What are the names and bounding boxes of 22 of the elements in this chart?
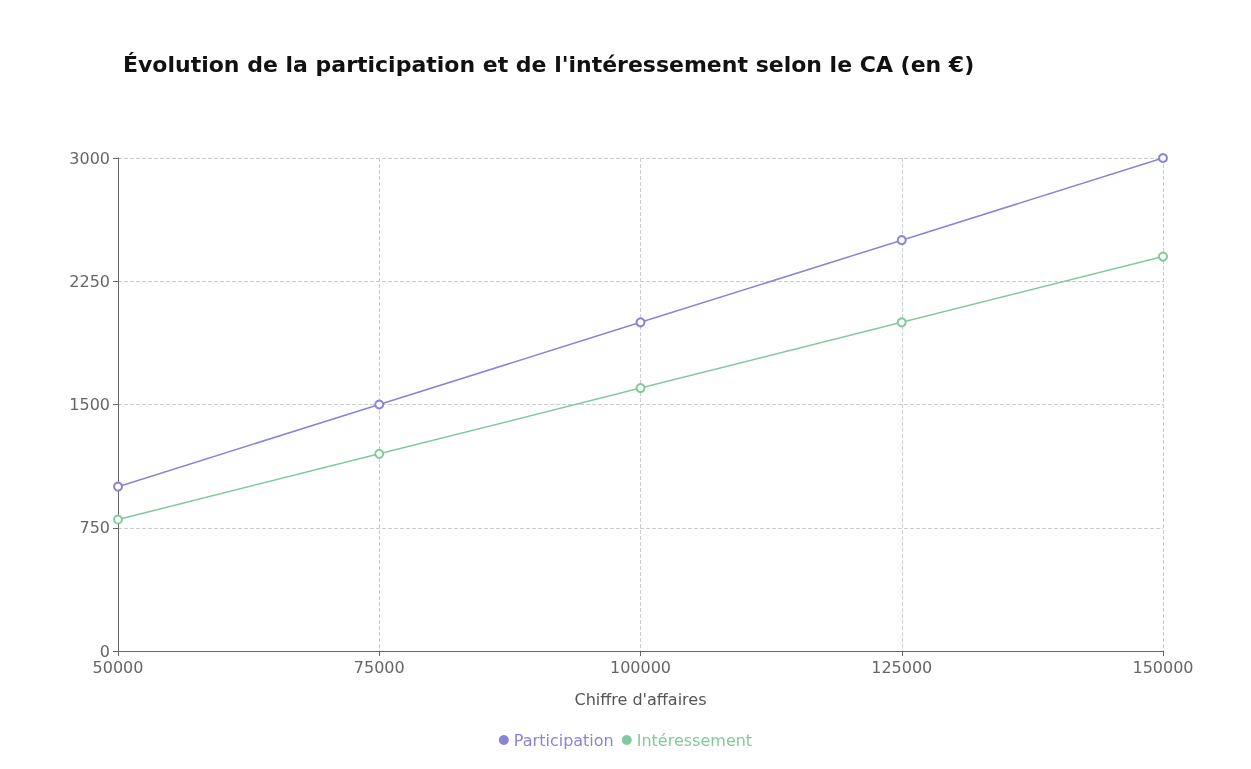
point <box>374 399 385 410</box>
chart-title: Évolution de la participation et de l'intéressement selon le CA (en €) <box>123 51 975 77</box>
point <box>374 448 385 459</box>
point <box>896 317 907 328</box>
point <box>113 481 123 492</box>
legend-label: Participation <box>513 730 614 750</box>
x-tick-label: 150000 <box>1132 657 1194 677</box>
point <box>1158 251 1168 262</box>
point <box>635 383 646 394</box>
y-tick-label: 2250 <box>69 271 110 291</box>
point <box>635 317 646 328</box>
y-tick-label: 750 <box>79 518 110 538</box>
point <box>1158 153 1168 163</box>
x-tick-label: 100000 <box>609 657 672 677</box>
x-axis-title: Chiffre d'affaires <box>574 689 707 709</box>
y-tick-label: 1500 <box>69 395 110 414</box>
x-tick-label: 125000 <box>871 657 933 677</box>
y-tick-label: 3000 <box>69 148 110 168</box>
point <box>113 514 123 525</box>
legend-label: Intéressement <box>636 730 753 750</box>
x-tick-label: 75000 <box>353 657 405 677</box>
point <box>896 235 907 246</box>
